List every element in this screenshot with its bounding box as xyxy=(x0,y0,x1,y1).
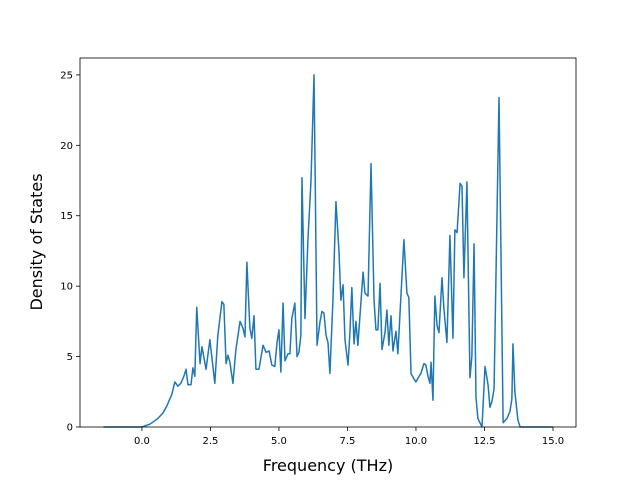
y-tick-label: 25 xyxy=(60,70,73,81)
y-tick-label: 15 xyxy=(60,211,73,222)
y-tick-label: 10 xyxy=(60,282,73,293)
y-tick-label: 5 xyxy=(67,352,73,363)
y-tick-label: 0 xyxy=(67,423,73,434)
x-tick-label: 2.5 xyxy=(202,436,218,447)
x-tick-label: 12.5 xyxy=(473,436,495,447)
x-tick-label: 15.0 xyxy=(542,436,564,447)
x-tick-label: 5.0 xyxy=(271,436,287,447)
y-tick-label: 20 xyxy=(60,141,73,152)
x-tick-label: 10.0 xyxy=(405,436,427,447)
plot-frame xyxy=(79,57,577,428)
x-tick-label: 7.5 xyxy=(340,436,356,447)
data-line xyxy=(103,74,553,428)
x-axis-label: Frequency (THz) xyxy=(263,456,393,475)
x-tick-label: 0.0 xyxy=(134,436,150,447)
y-axis-label: Density of States xyxy=(27,173,46,310)
